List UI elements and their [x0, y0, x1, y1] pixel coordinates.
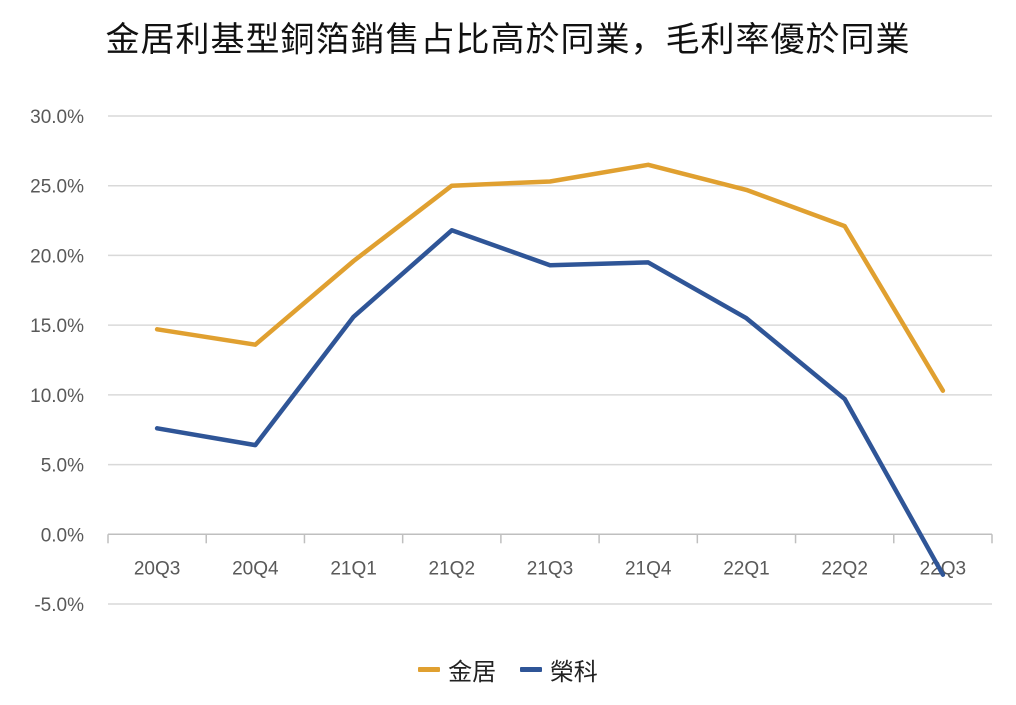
series-line-1	[154, 228, 946, 577]
y-tick-label: -5.0%	[34, 595, 84, 616]
y-axis-tick-labels: 30.0% 25.0% 20.0% 15.0% 10.0% 5.0% 0.0% -5.0%	[30, 107, 84, 616]
y-tick-label: 0.0%	[41, 525, 84, 546]
x-tick-label: 20Q3	[134, 558, 180, 579]
legend-label-rongke: 榮科	[549, 658, 598, 686]
x-tick-label: 21Q1	[330, 558, 376, 579]
y-tick-label: 25.0%	[30, 177, 84, 198]
x-tick-label: 22Q1	[723, 558, 769, 579]
x-tick-label: 21Q2	[429, 558, 475, 579]
y-tick-label: 20.0%	[30, 246, 84, 267]
y-tick-label: 5.0%	[41, 456, 84, 477]
gridlines	[108, 115, 992, 605]
y-tick-label: 10.0%	[30, 386, 84, 407]
y-tick-label: 15.0%	[30, 316, 84, 337]
y-tick-label: 30.0%	[30, 107, 84, 128]
x-axis	[107, 533, 993, 544]
legend-label-jinju: 金居	[448, 658, 497, 686]
legend-item-jinju: 金居	[418, 652, 496, 687]
x-tick-label: 20Q4	[232, 558, 279, 579]
x-tick-label: 22Q3	[920, 558, 966, 579]
legend-item-rongke: 榮科	[519, 652, 598, 687]
series-lines	[154, 162, 946, 577]
x-axis-tick-labels: 20Q3 20Q4 21Q1 21Q2 21Q3 21Q4 22Q1 22Q2 22Q3	[134, 558, 966, 579]
series-line-0	[154, 162, 946, 393]
chart-title: 金居利基型銅箔銷售占比高於同業，毛利率優於同業	[105, 20, 911, 60]
x-tick-label: 22Q2	[821, 558, 867, 579]
legend-swatch-rongke	[519, 667, 542, 672]
legend: 金居 榮科	[0, 650, 1016, 687]
x-tick-label: 21Q4	[625, 558, 672, 579]
legend-swatch-jinju	[418, 667, 441, 672]
x-tick-label: 21Q3	[527, 558, 573, 579]
